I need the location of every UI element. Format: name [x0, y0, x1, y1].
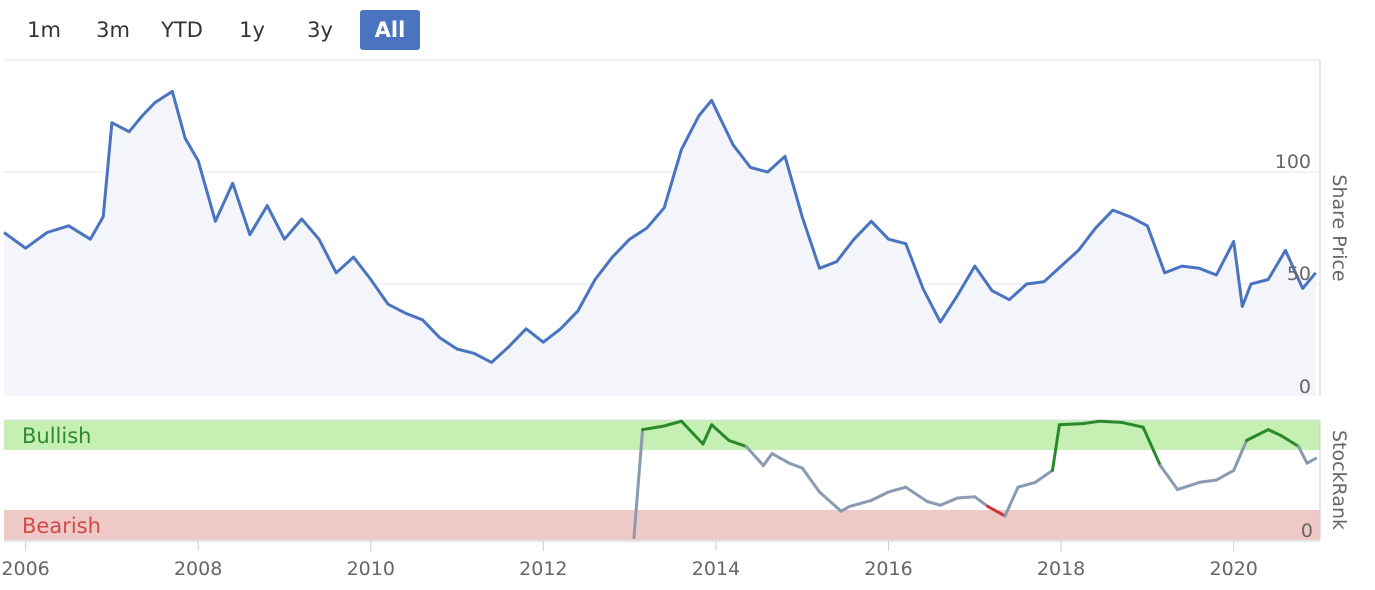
stockrank-line-segment	[1098, 419, 1124, 424]
stockrank-line-segment	[956, 495, 977, 500]
stockrank-line-segment	[839, 504, 852, 513]
stockrank-line-segment	[744, 444, 765, 468]
stockrank-line-segment	[662, 419, 683, 428]
stockrank-line-segment	[701, 423, 714, 446]
x-tick-label: 2006	[1, 558, 49, 580]
stockrank-panel: Bullish Bearish 0 StockRank	[4, 419, 1350, 542]
price-panel: 0 50 100 Share Price	[3, 59, 1350, 398]
range-button-3y[interactable]: 3y	[307, 18, 333, 42]
stockrank-line-segment	[1266, 428, 1283, 438]
stockrank-line-segment	[1016, 480, 1037, 489]
stockrank-line-segment	[869, 490, 891, 502]
stockrank-line-segment	[641, 424, 666, 432]
price-y-tick-label: 0	[1299, 376, 1311, 398]
x-tick-label: 2016	[864, 558, 912, 580]
stockrank-line-segment	[632, 428, 645, 540]
stockrank-line-segment	[904, 485, 929, 504]
stockrank-line-segment	[710, 423, 731, 442]
bearish-label: Bearish	[22, 514, 101, 538]
bullish-label: Bullish	[22, 424, 91, 448]
stockrank-y-tick-label: 0	[1301, 520, 1313, 542]
stockrank-line	[632, 419, 1318, 540]
stockrank-line-segment	[938, 496, 960, 507]
x-tick-label: 2018	[1037, 558, 1085, 580]
stockrank-line-segment	[1141, 425, 1162, 468]
stockrank-line-segment	[887, 485, 908, 494]
x-tick-label: 2012	[519, 558, 567, 580]
stockrank-line-segment	[1176, 480, 1201, 492]
stockrank-line-segment	[973, 495, 990, 508]
x-tick-label: 2008	[174, 558, 222, 580]
price-line	[3, 89, 1317, 364]
price-area	[4, 91, 1316, 397]
stockrank-line-segment	[925, 500, 942, 507]
stockrank-y-tick-labels: 0	[1301, 520, 1313, 542]
stockrank-line-segment	[1214, 468, 1236, 482]
stockrank-line-segment	[986, 504, 1007, 518]
price-y-axis-label: Share Price	[1328, 174, 1350, 281]
stockrank-line-segment	[1033, 468, 1054, 484]
stockrank-line-segment	[1279, 434, 1300, 448]
stockrank-line-segment	[848, 498, 873, 508]
stockrank-line-segment	[787, 461, 804, 470]
x-tick-label: 2014	[692, 558, 740, 580]
bearish-band	[4, 510, 1320, 540]
range-button-3m[interactable]: 3m	[96, 18, 130, 42]
range-button-all[interactable]: All	[360, 10, 420, 50]
range-selector: 1m 3m YTD 1y 3y All	[0, 8, 440, 54]
range-button-ytd[interactable]: YTD	[161, 18, 203, 42]
stockrank-line-segment	[1197, 478, 1218, 484]
bullish-band	[4, 420, 1320, 450]
stockrank-line-segment	[1003, 485, 1020, 518]
stockrank-line-segment	[1305, 456, 1318, 465]
stockrank-line-segment	[1296, 444, 1309, 465]
stockrank-line-segment	[1120, 420, 1145, 429]
x-tick-label: 2010	[347, 558, 395, 580]
range-button-1m[interactable]: 1m	[27, 18, 61, 42]
price-y-tick-label: 50	[1287, 263, 1311, 285]
price-y-tick-label: 100	[1275, 151, 1311, 173]
stockrank-line-segment	[800, 466, 821, 494]
x-tick-label: 2020	[1210, 558, 1258, 580]
stockrank-line-segment	[679, 419, 705, 446]
stockrank-y-axis-label: StockRank	[1328, 430, 1350, 530]
stockrank-line-segment	[1050, 423, 1061, 472]
stockrank-line-segment	[817, 490, 843, 513]
range-button-1y[interactable]: 1y	[239, 18, 265, 42]
stockrank-line-segment	[1232, 438, 1249, 472]
price-y-tick-labels: 0 50 100	[1275, 151, 1311, 398]
stockrank-line-segment	[770, 452, 791, 465]
stockrank-line-segment	[1081, 419, 1102, 426]
x-axis: 2006 2008 2010 2012 2014 2016 2018 2020	[1, 540, 1320, 580]
stockrank-line-segment	[761, 452, 774, 468]
stockrank-line-segment	[1158, 464, 1180, 492]
stockrank-line-segment	[727, 438, 748, 448]
stockrank-line-segment	[1245, 428, 1270, 442]
stockrank-line-segment	[1057, 422, 1085, 427]
